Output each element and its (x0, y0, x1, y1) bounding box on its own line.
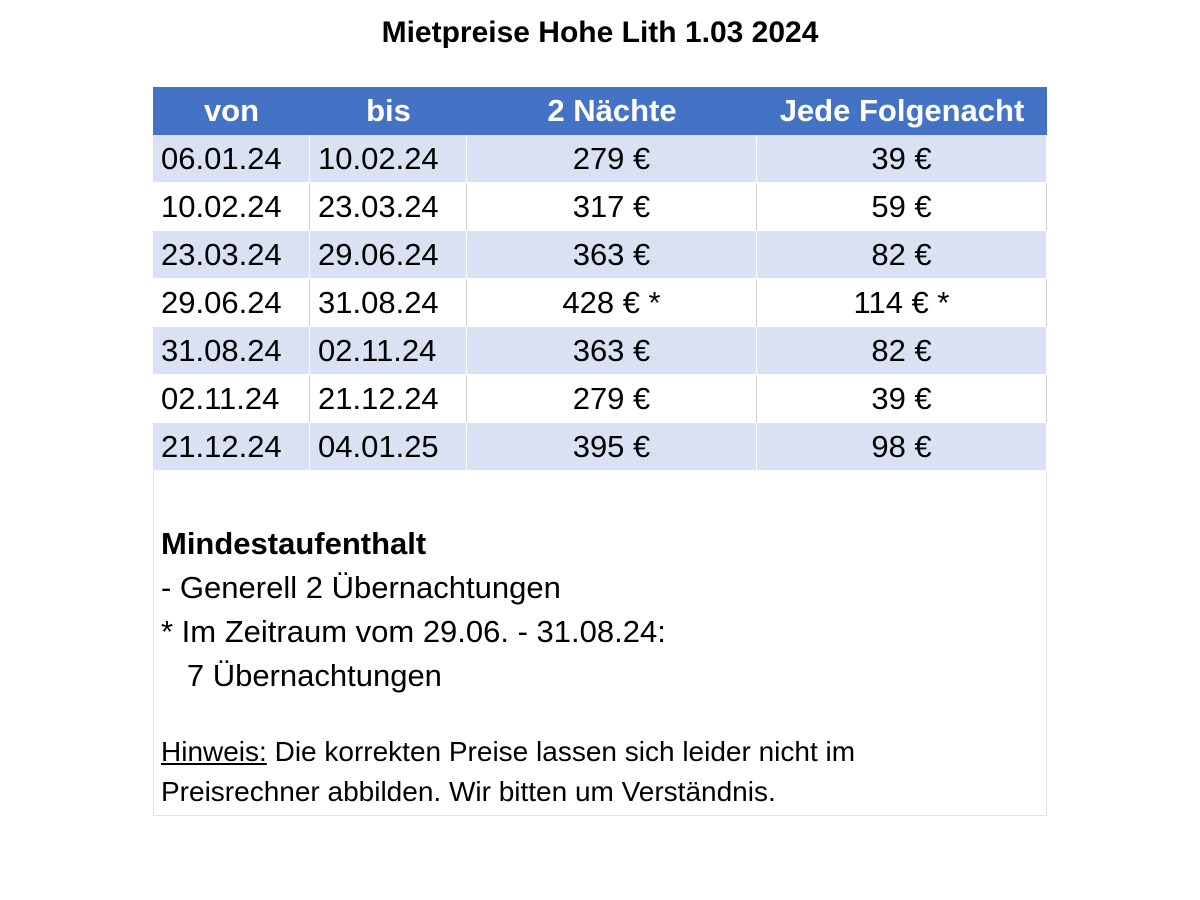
table-cell: 82 € (757, 231, 1047, 279)
table-cell: 23.03.24 (153, 231, 310, 279)
table-cell: 21.12.24 (153, 423, 310, 471)
table-cell: 21.12.24 (310, 375, 467, 423)
table-cell: 317 € (467, 183, 757, 231)
table-cell: 363 € (467, 231, 757, 279)
table-cell: 98 € (757, 423, 1047, 471)
hint-line: Hinweis: Die korrekten Preise lassen sic… (161, 736, 855, 768)
notes: Mindestaufenthalt - Generell 2 Übernacht… (153, 470, 1047, 816)
table-cell: 10.02.24 (310, 135, 467, 183)
table-cell: 06.01.24 (153, 135, 310, 183)
table-cell: 29.06.24 (310, 231, 467, 279)
table-cell: 04.01.25 (310, 423, 467, 471)
hint-text: Die korrekten Preise lassen sich leider … (274, 736, 856, 767)
table-cell: 10.02.24 (153, 183, 310, 231)
note-line: 7 Übernachtungen (161, 658, 442, 693)
header-cell: von (153, 87, 310, 135)
table-cell: 39 € (757, 135, 1047, 183)
table-cell: 31.08.24 (310, 279, 467, 327)
table-cell: 428 € * (467, 279, 757, 327)
title: Mietpreise Hohe Lith 1.03 2024 (381, 16, 819, 49)
header-cell: Jede Folgenacht (757, 87, 1047, 135)
note-line: - Generell 2 Übernachtungen (161, 570, 561, 605)
table-cell: 114 € * (757, 279, 1047, 327)
header-cell: bis (310, 87, 467, 135)
header-cell: 2 Nächte (467, 87, 757, 135)
table-cell: 31.08.24 (153, 327, 310, 375)
table-cell: 82 € (757, 327, 1047, 375)
note-line: * Im Zeitraum vom 29.06. - 31.08.24: (161, 614, 666, 649)
table-cell: 279 € (467, 375, 757, 423)
table-cell: 23.03.24 (310, 183, 467, 231)
table-cell: 29.06.24 (153, 279, 310, 327)
table-cell: 59 € (757, 183, 1047, 231)
table-cell: 363 € (467, 327, 757, 375)
table-cell: 39 € (757, 375, 1047, 423)
table-cell: 02.11.24 (310, 327, 467, 375)
hint-line: Preisrechner abbilden. Wir bitten um Ver… (161, 776, 776, 807)
notes-heading: Mindestaufenthalt (161, 526, 427, 561)
table-cell: 279 € (467, 135, 757, 183)
table-cell: 02.11.24 (153, 375, 310, 423)
hint-label: Hinweis: (161, 736, 267, 767)
table-cell: 395 € (467, 423, 757, 471)
